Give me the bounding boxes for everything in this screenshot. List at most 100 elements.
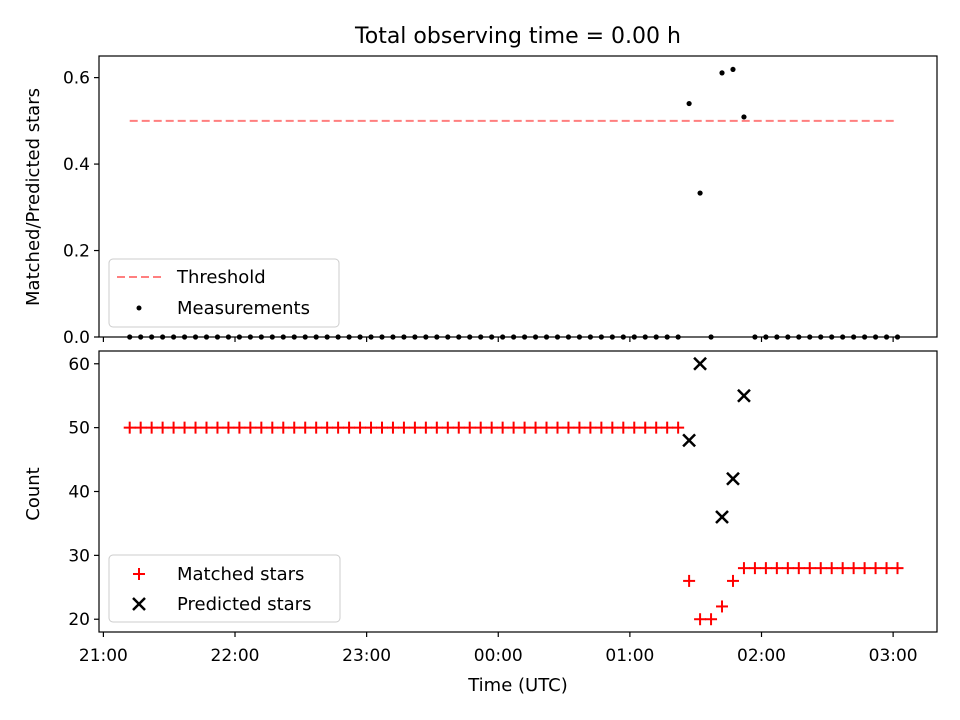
matched-star-point — [496, 421, 509, 434]
matched-legend-label: Matched stars — [177, 564, 304, 585]
top-y-axis-label: Matched/Predicted stars — [23, 88, 44, 306]
matched-star-point — [299, 421, 312, 434]
matched-star-point — [562, 421, 575, 434]
predicted-star-b — [726, 471, 740, 486]
predicted-star-point — [682, 433, 696, 448]
bottom-x-tick-label: 00:00 — [474, 646, 523, 666]
bottom-y-tick-label: 20 — [68, 610, 90, 630]
predicted-star-point — [715, 510, 729, 524]
bottom-y-tick-label: 30 — [68, 546, 90, 566]
matched-star-point — [463, 421, 476, 434]
predicted-star-point — [726, 471, 740, 486]
predicted-star-point — [693, 356, 707, 371]
matched-star-point — [408, 421, 421, 434]
top-x-axis — [102, 337, 894, 342]
matched-star-point — [321, 421, 334, 434]
matched-star-point — [244, 421, 257, 434]
predicted-star-point — [737, 388, 751, 403]
matched-star-point — [551, 421, 564, 434]
predicted-legend-label: Predicted stars — [177, 594, 311, 615]
matched-star-point — [277, 421, 290, 434]
matched-star-point — [759, 562, 772, 575]
bottom-y-axis: 20 30 40 50 60 — [68, 355, 99, 630]
matched-star-point — [661, 421, 674, 434]
predicted-legend-swatch — [132, 597, 146, 611]
matched-star-point — [628, 421, 641, 434]
matched-star-point — [485, 421, 498, 434]
matched-star-point — [748, 562, 761, 575]
bottom-y-axis-label: Count — [23, 467, 44, 520]
predicted-stars-series — [682, 356, 751, 524]
matched-star-point — [365, 421, 378, 434]
bottom-x-tick-label: 22:00 — [211, 646, 260, 666]
matched-star-point — [156, 421, 169, 434]
matched-star-point — [507, 421, 520, 434]
measurement-point — [719, 70, 725, 76]
matched-star-point — [200, 421, 213, 434]
top-y-tick-label: 0.0 — [63, 328, 90, 348]
matched-star-point — [705, 613, 718, 626]
matched-stars-series — [123, 421, 904, 626]
measurements-legend-swatch — [136, 305, 142, 311]
matched-star-point — [233, 421, 246, 434]
matched-star-point — [814, 562, 827, 575]
matched-star-point — [792, 562, 805, 575]
matched-star-point — [573, 421, 586, 434]
matched-star-point — [354, 421, 367, 434]
matched-star-point — [266, 421, 279, 434]
top-axes-frame — [98, 55, 938, 338]
measurement-point — [741, 114, 747, 120]
predicted-star-b — [737, 388, 751, 403]
top-panel: 0.0 0.2 0.4 0.6 Matched/Predicted stars Thr… — [23, 55, 938, 348]
matched-star-point — [332, 421, 345, 434]
threshold-legend-label: Threshold — [176, 267, 266, 288]
matched-star-point — [683, 574, 696, 587]
matched-star-point — [595, 421, 608, 434]
matched-star-point — [726, 574, 739, 587]
bottom-x-tick-label: 01:00 — [605, 646, 654, 666]
matched-star-point — [891, 562, 904, 575]
bottom-x-tick-label: 02:00 — [737, 646, 786, 666]
bottom-x-axis: 21:00 22:00 23:00 00:00 01:00 02:00 03:00 — [79, 632, 918, 666]
matched-star-point — [770, 562, 783, 575]
matched-star-point — [123, 421, 136, 434]
matched-star-point — [178, 421, 191, 434]
top-legend: Threshold Measurements — [108, 258, 340, 328]
matched-star-point — [584, 421, 597, 434]
matched-star-point — [672, 421, 685, 434]
figure-title: Total observing time = 0.00 h — [354, 24, 681, 49]
bottom-legend: Matched stars Predicted stars — [108, 554, 341, 623]
top-y-tick-label: 0.2 — [63, 242, 90, 262]
matched-star-point — [617, 421, 630, 434]
bottom-x-tick-label: 23:00 — [342, 646, 391, 666]
matched-star-point — [441, 421, 454, 434]
measurement-point — [697, 190, 703, 196]
measurement-point — [686, 100, 692, 107]
bottom-y-tick-label: 40 — [68, 483, 90, 503]
bottom-y-tick-label: 60 — [68, 355, 90, 375]
top-y-axis: 0.0 0.2 0.4 0.6 — [63, 69, 99, 348]
predicted-star-b — [715, 510, 729, 524]
matched-star-point — [397, 421, 410, 434]
matched-star-point — [737, 562, 750, 575]
matched-star-point — [386, 421, 399, 434]
matched-star-point — [288, 421, 301, 434]
bottom-legend-box — [108, 554, 341, 623]
top-legend-box — [108, 258, 340, 328]
measurement-point — [730, 66, 736, 73]
matched-star-point — [419, 421, 432, 434]
matched-star-point — [134, 421, 147, 434]
predicted-star-b — [693, 356, 707, 371]
matched-star-point — [529, 421, 542, 434]
matched-star-point — [474, 421, 487, 434]
matched-star-point — [375, 421, 388, 434]
matched-star-point — [858, 562, 871, 575]
bottom-panel: 20 30 40 50 60 21:00 22:00 23:00 00:00 01:00 02:0… — [23, 350, 938, 696]
matched-star-point — [694, 613, 707, 626]
matched-star-point — [869, 562, 882, 575]
matched-star-point — [716, 600, 729, 613]
measurements-legend-label: Measurements — [177, 298, 310, 319]
bottom-x-tick-label: 03:00 — [869, 646, 918, 666]
matched-star-point — [255, 421, 268, 434]
